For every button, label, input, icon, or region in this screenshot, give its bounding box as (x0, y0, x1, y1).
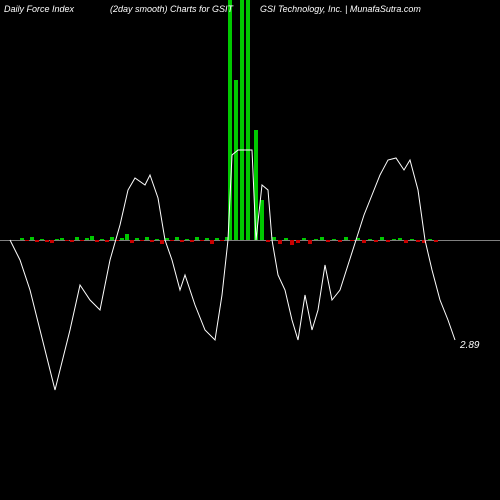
title-left: Daily Force Index (4, 4, 74, 14)
line-chart (0, 0, 500, 500)
chart-area: Daily Force Index (2day smooth) Charts f… (0, 0, 500, 500)
force-index-line (10, 150, 455, 390)
title-bar: Daily Force Index (2day smooth) Charts f… (0, 4, 500, 20)
title-mid: (2day smooth) Charts for GSIT (110, 4, 233, 14)
title-right: GSI Technology, Inc. | MunafaSutra.com (260, 4, 421, 14)
chart-container: Daily Force Index (2day smooth) Charts f… (0, 0, 500, 500)
value-label: 2.89 (460, 340, 479, 351)
